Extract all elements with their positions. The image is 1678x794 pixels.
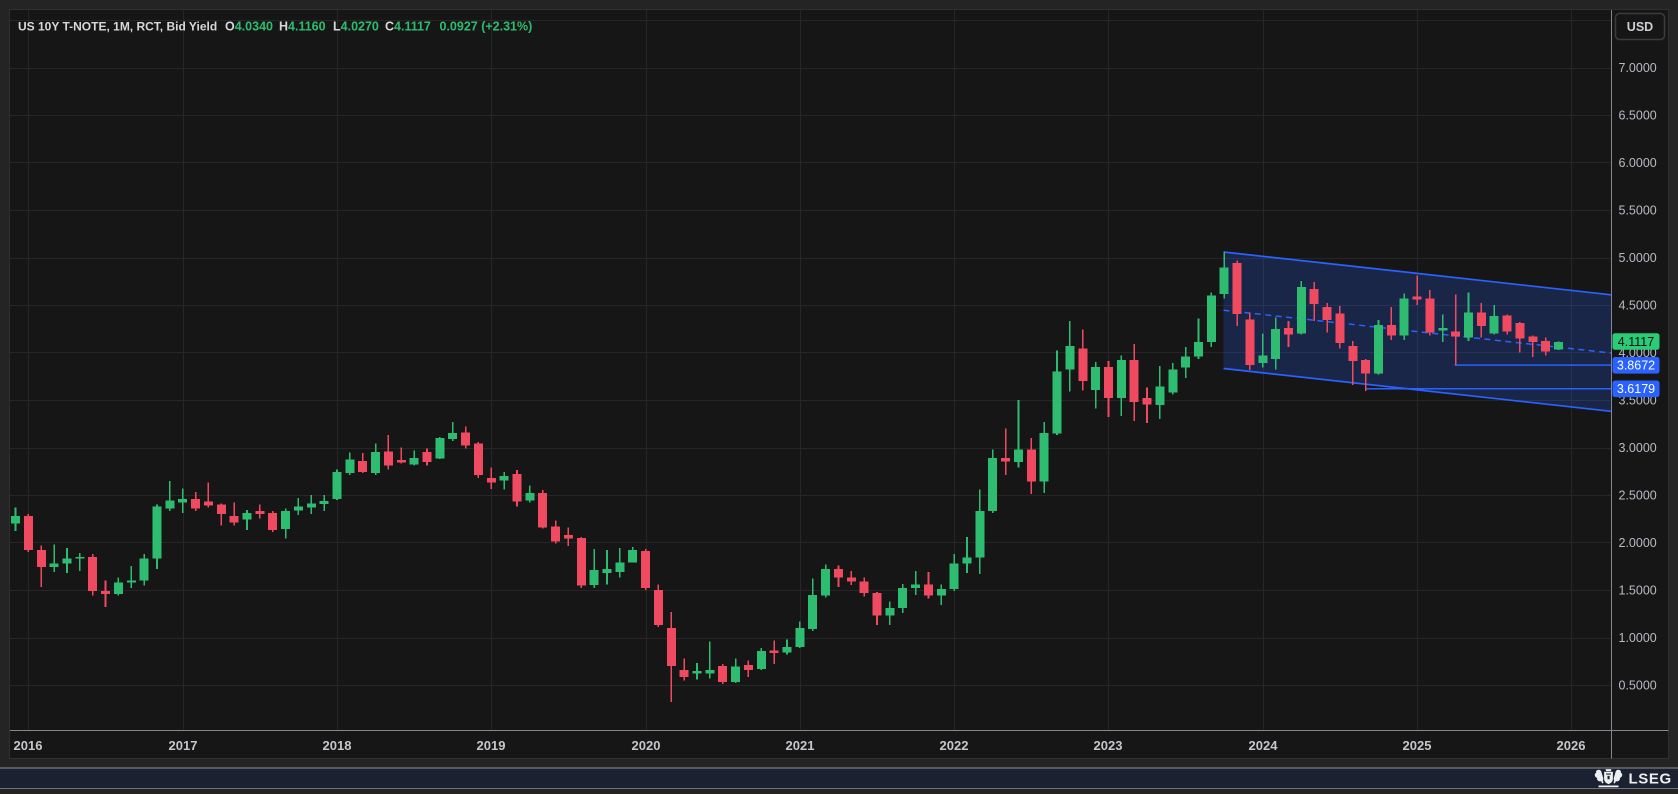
svg-text:LSEG: LSEG — [1629, 771, 1672, 788]
svg-text:2.5000: 2.5000 — [1619, 488, 1657, 502]
svg-text:2024: 2024 — [1249, 738, 1279, 753]
svg-text:0.5000: 0.5000 — [1619, 678, 1657, 692]
svg-text:US 10Y T-NOTE, 1M, RCT, Bid Yi: US 10Y T-NOTE, 1M, RCT, Bid Yield O4.0340… — [18, 20, 532, 34]
svg-text:2023: 2023 — [1094, 738, 1123, 753]
svg-text:2019: 2019 — [477, 738, 506, 753]
svg-text:7.0000: 7.0000 — [1619, 61, 1657, 75]
svg-text:2021: 2021 — [786, 738, 815, 753]
svg-text:4.5000: 4.5000 — [1619, 298, 1657, 312]
svg-text:2016: 2016 — [14, 738, 43, 753]
svg-text:2017: 2017 — [169, 738, 198, 753]
svg-text:2025: 2025 — [1403, 738, 1432, 753]
svg-text:2020: 2020 — [632, 738, 661, 753]
svg-text:2018: 2018 — [323, 738, 352, 753]
svg-text:6.0000: 6.0000 — [1619, 156, 1657, 170]
svg-text:6.5000: 6.5000 — [1619, 108, 1657, 122]
svg-text:4.1117: 4.1117 — [1618, 335, 1654, 349]
svg-text:3.0000: 3.0000 — [1619, 441, 1657, 455]
svg-text:USD: USD — [1627, 20, 1653, 34]
svg-text:1.5000: 1.5000 — [1619, 583, 1657, 597]
svg-text:3.8672: 3.8672 — [1617, 359, 1655, 373]
svg-text:2.0000: 2.0000 — [1619, 536, 1657, 550]
svg-text:5.5000: 5.5000 — [1619, 203, 1657, 217]
svg-text:3.6179: 3.6179 — [1617, 382, 1655, 396]
svg-text:1.0000: 1.0000 — [1619, 631, 1657, 645]
svg-text:5.0000: 5.0000 — [1619, 251, 1657, 265]
svg-text:2026: 2026 — [1557, 738, 1586, 753]
svg-text:2022: 2022 — [940, 738, 969, 753]
